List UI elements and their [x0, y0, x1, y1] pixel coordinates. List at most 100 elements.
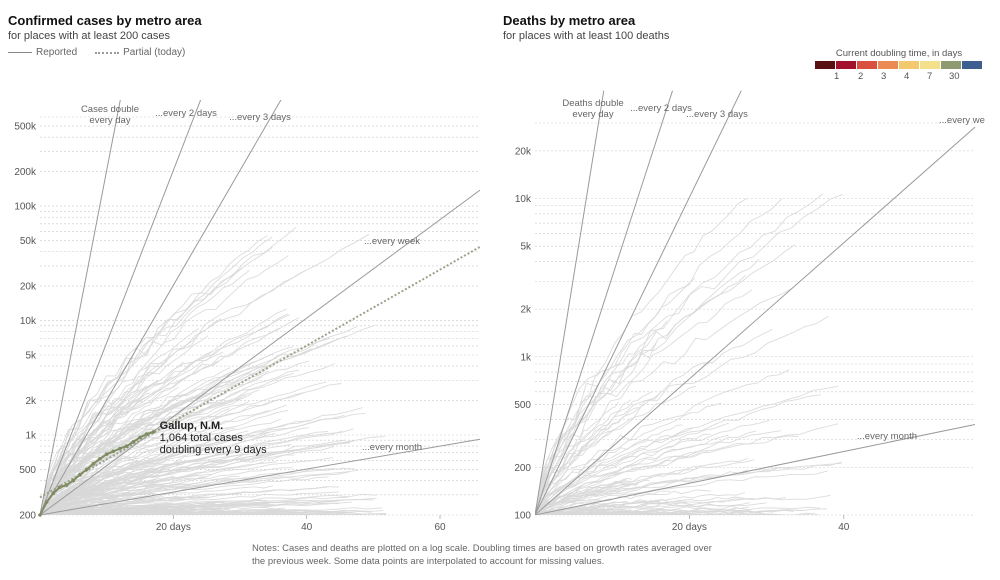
highlight-point [131, 440, 136, 444]
metro-trace [535, 469, 748, 515]
metro-trace [40, 491, 95, 515]
metro-trace [40, 267, 243, 515]
metro-trace [40, 421, 116, 515]
metro-trace [535, 197, 748, 515]
highlight-name: Gallup, N.M. [160, 420, 224, 432]
metro-trace [535, 506, 820, 515]
reference-line [40, 100, 282, 515]
metro-trace [535, 462, 842, 515]
y-tick-label: 5k [25, 350, 37, 361]
ref-label-2days: ...every 2 days [155, 108, 217, 119]
highlight-point [51, 491, 56, 496]
ref-label-1day: Deaths double every day [562, 98, 623, 120]
metro-trace [40, 513, 387, 515]
highlight-point [64, 483, 69, 487]
plot-area [535, 90, 976, 515]
metro-trace [40, 439, 347, 515]
highlight-point [111, 449, 116, 454]
metro-trace [535, 435, 799, 515]
metro-trace [40, 326, 358, 515]
ref-label-2days-line: ...every 2 days [630, 103, 692, 114]
deaths-chart-subtitle: for places with at least 100 deaths [503, 30, 670, 42]
doubling-color-swatch [899, 61, 919, 69]
x-tick-label: 20 days [672, 522, 707, 533]
y-tick-label: 200 [514, 463, 531, 474]
metro-trace [40, 432, 276, 515]
deaths-chart-title: Deaths by metro area [503, 13, 636, 28]
y-tick-label: 500 [514, 400, 531, 411]
metro-trace [535, 193, 824, 514]
metro-trace [40, 454, 295, 515]
metro-trace [40, 357, 277, 515]
metro-trace [535, 490, 671, 515]
metro-trace [40, 430, 249, 515]
metro-trace [535, 385, 839, 515]
metro-trace [40, 370, 270, 515]
highlight-point [118, 446, 122, 451]
x-tick-label: 20 days [156, 522, 191, 533]
metro-trace [535, 512, 744, 515]
metro-trace [40, 361, 184, 514]
metro-trace [40, 467, 356, 515]
y-tick-label: 5k [520, 242, 532, 253]
ref-label-month: ...every month [362, 442, 422, 453]
doubling-color-bar [815, 61, 983, 69]
metro-traces [40, 226, 387, 515]
ref-label-1day-line: every day [89, 115, 130, 126]
doubling-legend-tick: 4 [904, 71, 910, 82]
metro-trace [40, 513, 198, 515]
reference-lines [40, 100, 481, 515]
metro-trace [535, 193, 843, 515]
metro-trace [40, 233, 370, 515]
x-tick-label: 40 [301, 522, 313, 533]
highlight-point [44, 500, 49, 504]
metro-trace [535, 512, 626, 515]
reference-line [40, 100, 202, 515]
highlight-point [104, 452, 109, 456]
metro-trace [535, 369, 790, 515]
doubling-color-swatch [920, 61, 940, 69]
highlight-doubling: doubling every 9 days [160, 444, 268, 456]
chart-notes: Notes: Cases and deaths are plotted on a… [252, 543, 712, 567]
metro-trace [40, 497, 96, 515]
ref-label-3days: ...every 3 days [229, 112, 291, 123]
highlight-point [84, 467, 89, 472]
metro-trace [535, 402, 722, 514]
ref-label-3days: ...every 3 days [686, 109, 748, 120]
y-tick-label: 2k [25, 396, 37, 407]
metro-trace [535, 509, 794, 515]
metro-trace [40, 485, 274, 515]
metro-trace [535, 391, 653, 515]
deaths-chart: 100 200 500 1k 2k 5k 10k 20k 20 days 40 Deaths dou… [514, 90, 985, 533]
highlight-point [138, 435, 142, 440]
reference-line [535, 90, 673, 515]
metro-trace [40, 501, 352, 515]
metro-trace [535, 244, 796, 515]
metro-trace [40, 512, 372, 515]
ref-label-week: ...every week [364, 236, 420, 247]
doubling-color-swatch [815, 61, 835, 69]
metro-trace [535, 288, 793, 515]
ref-label-1day: Cases double every day [81, 104, 139, 126]
metro-trace [535, 457, 748, 515]
metro-trace [535, 512, 820, 515]
metro-trace [40, 479, 138, 515]
doubling-legend-title: Current doubling time, in days [835, 48, 963, 59]
partial-swatch [95, 51, 120, 54]
highlight-projection [39, 246, 481, 499]
metro-trace [40, 501, 102, 515]
doubling-legend-tick: 3 [881, 71, 887, 82]
ref-label-month-line: ...every month [857, 431, 917, 442]
metro-trace [535, 430, 782, 515]
doubling-color-swatch [836, 61, 856, 69]
y-tick-label: 20k [515, 146, 532, 157]
metro-trace [40, 461, 277, 515]
metro-trace [535, 399, 632, 515]
legend-reported-label: Reported [36, 47, 78, 58]
metro-trace [40, 269, 306, 515]
ref-label-week-line: ...every week [939, 115, 985, 126]
reference-line [40, 438, 481, 515]
highlight-total: 1,064 total cases [160, 432, 244, 444]
reference-line [535, 90, 605, 515]
metro-trace [40, 383, 342, 515]
